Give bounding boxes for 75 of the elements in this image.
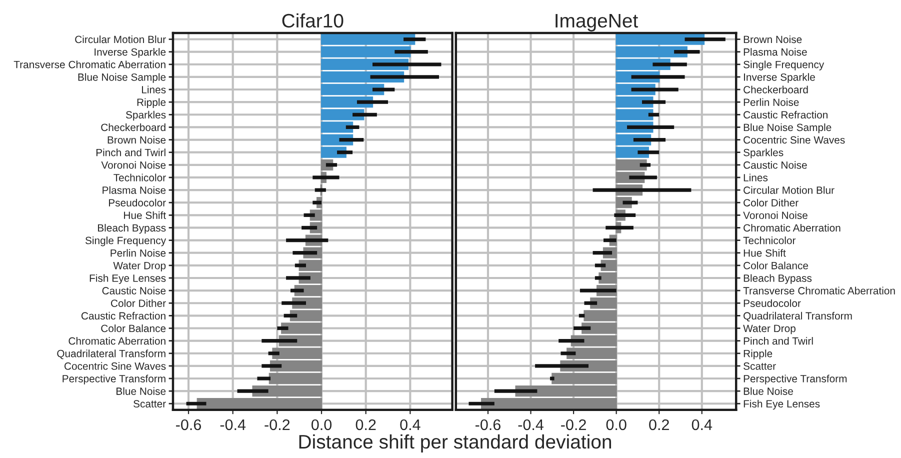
y-tick-label: Chromatic Aberration bbox=[68, 337, 166, 345]
x-tick-label: 0.4 bbox=[400, 419, 420, 430]
y-tick-label: Color Dither bbox=[111, 299, 166, 307]
x-tick-label: -0.4 bbox=[220, 419, 246, 430]
x-tick-label: 0.2 bbox=[649, 419, 669, 430]
y-tick-label: Bleach Bypass bbox=[98, 224, 166, 234]
y-tick-label: Lines bbox=[744, 174, 768, 182]
y-tick-label: Blue Noise bbox=[744, 387, 793, 395]
y-tick-label: Fish Eye Lenses bbox=[744, 400, 820, 410]
y-tick-label: Transverse Chromatic Aberration bbox=[14, 60, 166, 68]
y-tick-label: Pinch and Twirl bbox=[96, 148, 166, 156]
y-tick-label: Perspective Transform bbox=[744, 374, 847, 384]
y-tick-label: Perlin Noise bbox=[744, 98, 799, 106]
y-tick-label: Quadrilateral Transform bbox=[744, 312, 852, 322]
y-tick-label: Single Frequency bbox=[85, 236, 166, 246]
y-tick-label: Color Balance bbox=[744, 262, 808, 270]
y-tick-label: Plasma Noise bbox=[744, 48, 807, 56]
y-tick-label: Quadrilateral Transform bbox=[57, 350, 166, 360]
chart-title: ImageNet bbox=[556, 14, 638, 32]
x-tick-label: 0.4 bbox=[692, 419, 712, 430]
y-tick-label: Brown Noise bbox=[744, 35, 802, 44]
x-tick-label: 0.0 bbox=[606, 419, 626, 430]
y-tick-label: Caustic Refraction bbox=[81, 312, 166, 320]
y-tick-label: Chromatic Aberration bbox=[744, 224, 840, 232]
y-tick-label: Voronoi Noise bbox=[101, 161, 166, 169]
y-tick-label: Color Dither bbox=[744, 198, 798, 206]
x-tick-label: -0.6 bbox=[176, 419, 201, 430]
y-tick-label: Transverse Chromatic Aberration bbox=[743, 286, 895, 294]
x-tick-label: -0.2 bbox=[264, 419, 290, 430]
y-tick-label: Water Drop bbox=[113, 262, 166, 272]
y-tick-label: Water Drop bbox=[743, 324, 796, 334]
y-tick-label: Inverse Sparkle bbox=[94, 48, 166, 58]
x-tick-label: -0.6 bbox=[476, 419, 500, 430]
chart-title: Cifar10 bbox=[282, 13, 344, 28]
y-tick-label: Checkerboard bbox=[101, 123, 166, 132]
x-axis-title: Distance shift per standard deviation bbox=[299, 434, 612, 453]
y-tick-label: Blue Noise Sample bbox=[744, 123, 832, 134]
y-tick-label: Ripple bbox=[744, 350, 772, 360]
y-tick-label: Perlin Noise bbox=[110, 249, 166, 257]
y-tick-label: Single Frequency bbox=[744, 60, 824, 70]
y-tick-label: Cocentric Sine Waves bbox=[744, 136, 845, 144]
x-tick-label: -0.2 bbox=[561, 419, 586, 430]
x-tick-label: 0.0 bbox=[311, 419, 332, 430]
y-tick-label: Scatter bbox=[134, 400, 166, 408]
y-tick-label: Brown Noise bbox=[108, 136, 166, 144]
y-tick-label: Lines bbox=[142, 86, 166, 94]
y-tick-label: Hue Shift bbox=[124, 211, 166, 220]
y-tick-label: Hue Shift bbox=[744, 249, 786, 257]
y-tick-label: Technicolor bbox=[114, 174, 166, 182]
y-tick-label: Blue Noise bbox=[116, 387, 166, 395]
y-tick-label: Color Balance bbox=[101, 324, 166, 332]
x-tick-label: 0.2 bbox=[356, 419, 376, 430]
y-tick-label: Pseudocolor bbox=[109, 198, 166, 206]
y-tick-label: Voronoi Noise bbox=[743, 211, 808, 220]
y-tick-label: Circular Motion Blur bbox=[744, 186, 834, 194]
y-tick-label: Ripple bbox=[137, 98, 166, 108]
y-tick-label: Technicolor bbox=[743, 236, 796, 244]
y-tick-label: Plasma Noise bbox=[102, 186, 166, 194]
y-tick-label: Pseudocolor bbox=[744, 299, 801, 307]
y-tick-label: Fish Eye Lenses bbox=[90, 274, 166, 284]
y-tick-label: Pinch and Twirl bbox=[744, 337, 813, 345]
y-tick-label: Cocentric Sine Waves bbox=[64, 362, 166, 370]
y-tick-label: Perspective Transform bbox=[62, 374, 166, 384]
y-tick-label: Caustic Noise bbox=[744, 161, 807, 169]
y-tick-label: Inverse Sparkle bbox=[744, 73, 815, 83]
y-tick-label: Sparkles bbox=[126, 110, 166, 121]
y-tick-label: Bleach Bypass bbox=[744, 274, 812, 284]
y-tick-label: Circular Motion Blur bbox=[75, 35, 166, 44]
y-tick-label: Caustic Refraction bbox=[744, 110, 828, 119]
y-tick-label: Caustic Noise bbox=[102, 286, 166, 294]
y-tick-label: Checkerboard bbox=[744, 86, 808, 94]
y-tick-label: Sparkles bbox=[744, 148, 784, 158]
y-tick-label: Blue Noise Sample bbox=[78, 73, 166, 83]
y-tick-label: Scatter bbox=[744, 362, 776, 370]
x-tick-label: -0.4 bbox=[518, 419, 544, 430]
